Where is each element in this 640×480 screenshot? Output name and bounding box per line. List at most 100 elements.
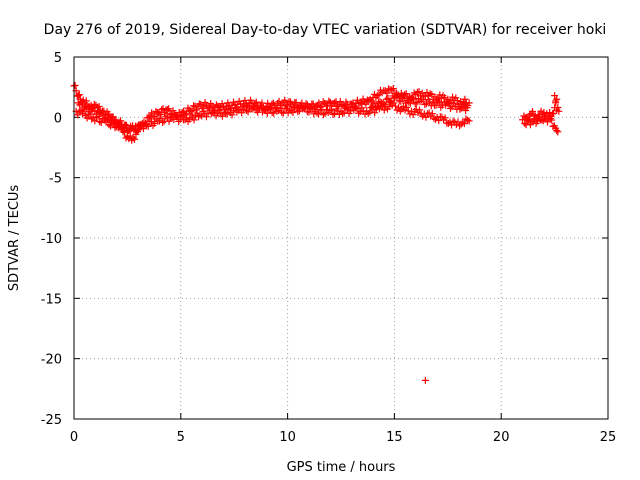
data-point — [96, 109, 104, 117]
data-point — [156, 110, 164, 118]
data-point — [144, 122, 152, 130]
data-point — [426, 98, 434, 106]
data-point — [425, 109, 433, 117]
y-tick-label: -25 — [41, 413, 62, 428]
data-point — [459, 118, 467, 126]
data-point — [450, 99, 458, 107]
y-tick-label: 5 — [54, 51, 62, 66]
data-point — [275, 97, 283, 105]
data-point — [529, 108, 537, 116]
data-point — [190, 102, 198, 110]
data-point — [215, 106, 223, 114]
data-point — [99, 107, 107, 115]
data-point — [300, 104, 308, 112]
data-point — [325, 97, 333, 105]
data-point — [111, 116, 119, 124]
data-point — [464, 116, 472, 124]
plot-border — [73, 56, 609, 420]
data-point — [435, 117, 443, 125]
x-axis-label: GPS time / hours — [287, 460, 396, 475]
data-point — [323, 105, 331, 113]
data-point — [129, 134, 137, 142]
data-point — [422, 113, 430, 121]
data-point — [252, 98, 260, 106]
data-point — [379, 99, 387, 107]
data-point — [375, 90, 383, 98]
data-point — [109, 113, 117, 121]
data-point — [287, 107, 295, 115]
data-point — [405, 98, 413, 106]
data-point — [421, 376, 429, 384]
data-point — [238, 109, 246, 117]
data-point — [291, 104, 299, 112]
data-point — [136, 123, 144, 131]
y-tick-label: -20 — [41, 353, 62, 368]
data-point — [398, 93, 406, 101]
data-point — [162, 112, 170, 120]
data-point — [123, 121, 131, 129]
data-point — [376, 98, 384, 106]
data-point — [267, 104, 275, 112]
data-point — [255, 104, 263, 112]
data-point — [409, 111, 417, 119]
x-tick-label: 5 — [177, 430, 185, 445]
data-point — [413, 98, 421, 106]
data-point — [204, 109, 212, 117]
data-point — [342, 104, 350, 112]
y-tick-label: -5 — [49, 172, 62, 187]
data-point — [548, 116, 556, 124]
data-point — [358, 104, 366, 112]
data-point — [292, 103, 300, 111]
data-point — [456, 122, 464, 130]
data-point — [394, 92, 402, 100]
data-point — [298, 99, 306, 107]
data-point — [546, 115, 554, 123]
data-point — [436, 91, 444, 99]
data-point — [329, 110, 337, 118]
data-point — [449, 93, 457, 101]
data-point — [355, 109, 363, 117]
data-point — [441, 114, 449, 122]
data-point — [408, 95, 416, 103]
data-point — [423, 88, 431, 96]
data-point — [263, 109, 271, 117]
y-tick-label: 0 — [54, 111, 62, 126]
data-point — [553, 106, 561, 114]
data-point — [214, 109, 222, 117]
data-point — [347, 107, 355, 115]
data-point — [430, 114, 438, 122]
data-point — [410, 95, 418, 103]
data-point — [552, 99, 560, 107]
data-point — [103, 111, 111, 119]
data-point — [91, 117, 99, 125]
x-tick-label: 10 — [279, 430, 296, 445]
grid — [74, 57, 608, 419]
data-point — [159, 118, 167, 126]
data-point — [107, 122, 115, 130]
data-point — [163, 105, 171, 113]
data-point — [362, 100, 370, 108]
data-point — [434, 97, 442, 105]
data-point — [281, 96, 289, 104]
data-point — [370, 99, 378, 107]
data-point — [145, 113, 153, 121]
data-point — [220, 108, 228, 116]
data-point — [165, 105, 173, 113]
data-point — [461, 95, 469, 103]
data-point — [373, 92, 381, 100]
data-points — [70, 81, 563, 384]
data-point — [343, 105, 351, 113]
data-point — [223, 110, 231, 118]
data-point — [383, 89, 391, 97]
data-point — [141, 122, 149, 130]
data-point — [81, 103, 89, 111]
data-point — [247, 96, 255, 104]
data-point — [307, 104, 315, 112]
data-point — [102, 114, 110, 122]
data-point — [391, 102, 399, 110]
data-point — [392, 93, 400, 101]
data-point — [121, 121, 129, 129]
data-point — [82, 97, 90, 105]
data-point — [465, 99, 473, 107]
data-point — [130, 125, 138, 133]
